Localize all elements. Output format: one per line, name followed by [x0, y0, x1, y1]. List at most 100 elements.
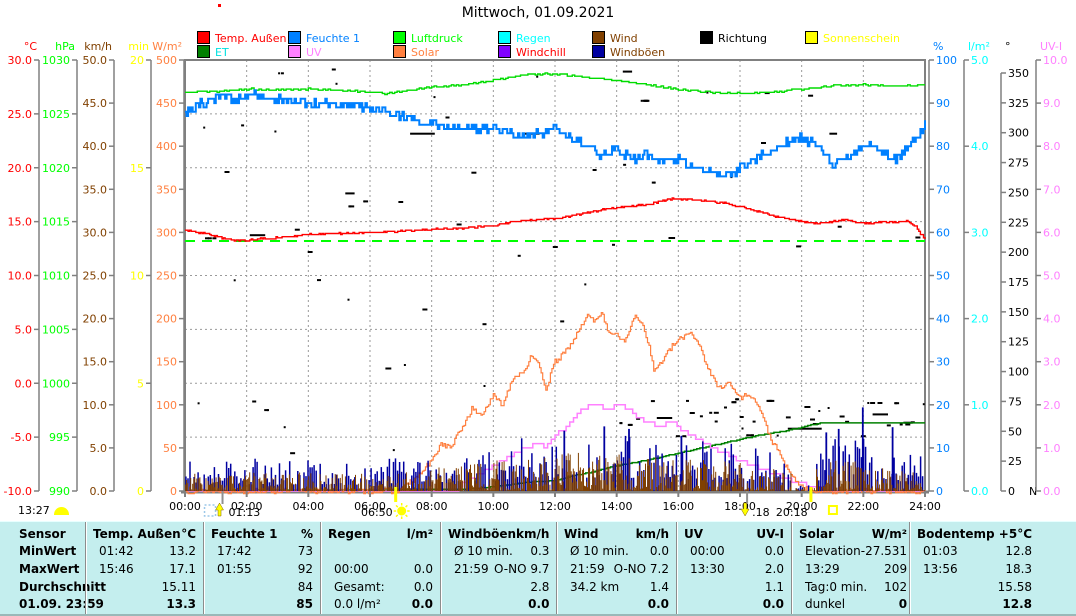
table-col-uv: UV UV-I 00:00 0.0 13:30 2.0 1.1 0.0 — [677, 522, 792, 614]
table-cell: Durchschnitt — [0, 578, 114, 596]
svg-text:175: 175 — [1008, 276, 1029, 289]
svg-text:4.0: 4.0 — [1043, 313, 1061, 326]
table-cell: Solar W/m² — [793, 525, 915, 543]
cell-label: 00:00 — [690, 544, 725, 559]
table-cell: 85 — [205, 595, 321, 613]
svg-text:50: 50 — [163, 442, 177, 455]
column-name: Regen — [328, 526, 371, 541]
cell-value: 1.1 — [764, 579, 784, 594]
x-axis-labels: 00:00 02:00 04:00 06:00 08:00 10:00 12:00 14:00… — [169, 491, 941, 513]
legend-swatch-icon — [393, 45, 406, 58]
sun-culmination-label: 13:27 — [18, 504, 69, 517]
cell-label: 34.2 km — [570, 579, 620, 594]
svg-text:0: 0 — [1008, 485, 1015, 498]
series-richtung-dots — [197, 68, 925, 455]
svg-text:8.0: 8.0 — [1043, 140, 1061, 153]
table-cell: 00:00 0.0 — [322, 560, 441, 578]
legend-label: Windchill — [516, 46, 566, 59]
legend-swatch-icon — [805, 31, 818, 44]
table-cell: Gesamt: 0.0 — [322, 578, 441, 596]
svg-text:25.0: 25.0 — [8, 108, 33, 121]
svg-text:3.0: 3.0 — [1043, 356, 1061, 369]
table-col-windb-en: Windböen km/h Ø 10 min. 0.3 21:59 O-NO 9.7 2.8… — [441, 522, 557, 614]
legend-item-luftdruck: Luftdruck — [393, 31, 463, 45]
cell-value: 0.0 — [647, 597, 669, 612]
table-cell: Ø 10 min. 0.3 — [442, 543, 557, 561]
svg-text:200: 200 — [156, 313, 177, 326]
svg-text:2.0: 2.0 — [971, 313, 989, 326]
moonrise-arrow-up-icon — [215, 502, 224, 517]
legend-label: Windböen — [610, 46, 666, 59]
gridlines — [185, 60, 925, 491]
svg-text:0: 0 — [170, 485, 177, 498]
svg-text:1010: 1010 — [42, 270, 70, 283]
row-label: 01.09. 23:59 — [19, 597, 104, 612]
cell-value: 73 — [297, 544, 313, 559]
axis-: 0 10 20 30 40 50 60 70 80 90 100% — [928, 40, 957, 498]
legend-item-richtung: Richtung — [700, 31, 767, 45]
table-cell: 15.11 — [87, 578, 204, 596]
sun-moon-markers: 01:13 06:50 .18 20:18 — [203, 487, 838, 519]
svg-text:20:18: 20:18 — [776, 506, 808, 519]
table-col-wind: Wind km/h Ø 10 min. 0.0 21:59 O-NO 7.2 34.2 km… — [557, 522, 677, 614]
svg-text:16:00: 16:00 — [662, 500, 694, 513]
cell-value: O-NO 7.2 — [613, 561, 669, 576]
svg-text:25.0: 25.0 — [83, 270, 108, 283]
cell-value: 0 — [898, 597, 908, 612]
cell-value: 1.4 — [649, 579, 669, 594]
cell-label: Gesamt: — [334, 579, 385, 594]
table-cell: Feuchte 1% — [205, 525, 321, 543]
svg-text:100: 100 — [936, 54, 957, 67]
weather-chart: -10.0 -5.0 0.0 5.0 10.0 15.0 20.0 25.0 30.0 °C 990… — [4, 40, 1068, 519]
table-cell: Tag:0 min. 102 — [793, 578, 915, 596]
cell-value: 13.3 — [166, 597, 196, 612]
legend-swatch-icon — [288, 45, 301, 58]
cell-value: 209 — [884, 561, 908, 576]
legend-swatch-icon — [592, 31, 605, 44]
svg-text:250: 250 — [156, 270, 177, 283]
column-unit: °C — [181, 526, 196, 541]
column-name: Wind — [564, 526, 599, 541]
svg-text:60: 60 — [936, 226, 950, 239]
legend-label: Luftdruck — [411, 32, 463, 45]
stats-table: Sensor MinWert MaxWert Durchschnitt 01.09. 2… — [0, 521, 1076, 616]
cell-label: 13:29 — [805, 561, 840, 576]
svg-text:5.0: 5.0 — [1043, 270, 1061, 283]
table-cell: 12.8 — [911, 595, 1040, 613]
table-cell: 13:29 209 — [793, 560, 915, 578]
svg-text:350: 350 — [1008, 67, 1029, 80]
cell-value: 0.0 — [413, 561, 433, 576]
table-cell: 13.3 — [87, 595, 204, 613]
svg-text:N: N — [1029, 485, 1037, 498]
svg-text:995: 995 — [49, 431, 70, 444]
row-label: Sensor — [19, 526, 66, 541]
svg-text:300: 300 — [1008, 127, 1029, 140]
table-cell: 13:30 2.0 — [678, 560, 792, 578]
legend-label: ET — [215, 46, 229, 59]
svg-text:225: 225 — [1008, 216, 1029, 229]
table-col-regen: Regen l/m² 00:00 0.0 Gesamt: 0.0 0.0 l/m² 0.0 — [321, 522, 441, 614]
svg-text:325: 325 — [1008, 97, 1029, 110]
column-name: Solar — [799, 526, 835, 541]
table-col-solar: Solar W/m² Elevation -27.531 13:29 209 Tag:0 m… — [792, 522, 910, 614]
table-cell: 01:55 92 — [205, 560, 321, 578]
cell-label: Elevation — [805, 544, 861, 559]
svg-text:500: 500 — [156, 54, 177, 67]
svg-text:02:00: 02:00 — [231, 500, 263, 513]
svg-text:50: 50 — [936, 270, 950, 283]
svg-text:2.0: 2.0 — [1043, 399, 1061, 412]
cell-value: 2.8 — [530, 579, 550, 594]
moonrise-icon — [203, 504, 217, 517]
cell-label: 01:03 — [923, 544, 958, 559]
legend-item-temp-au-en: Temp. Außen — [197, 31, 286, 45]
legend-item-windchill: Windchill — [498, 45, 566, 59]
table-cell: 01:03 12.8 — [911, 543, 1040, 561]
cell-value: O-NO 9.7 — [493, 561, 550, 576]
svg-text:45.0: 45.0 — [83, 97, 108, 110]
cell-label: 21:59 — [454, 561, 489, 576]
svg-text:10: 10 — [936, 442, 950, 455]
table-cell: 1.1 — [678, 578, 792, 596]
svg-text:-10.0: -10.0 — [4, 485, 32, 498]
svg-text:75: 75 — [1008, 395, 1022, 408]
